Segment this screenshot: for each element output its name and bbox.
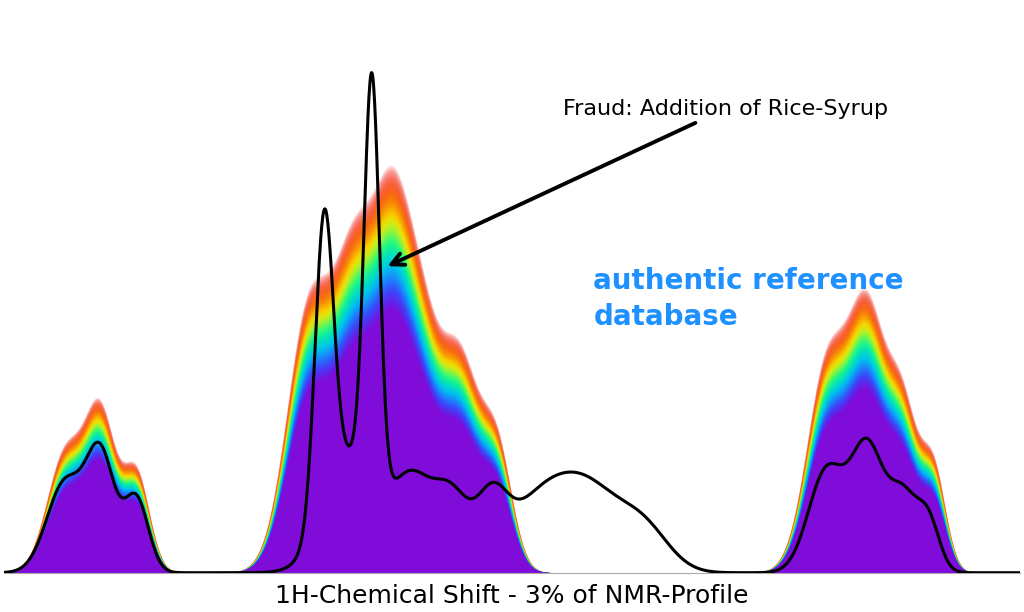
Text: authentic reference
database: authentic reference database [593, 267, 904, 331]
Text: Fraud: Addition of Rice-Syrup: Fraud: Addition of Rice-Syrup [391, 99, 888, 265]
X-axis label: 1H-Chemical Shift - 3% of NMR-Profile: 1H-Chemical Shift - 3% of NMR-Profile [275, 584, 749, 608]
